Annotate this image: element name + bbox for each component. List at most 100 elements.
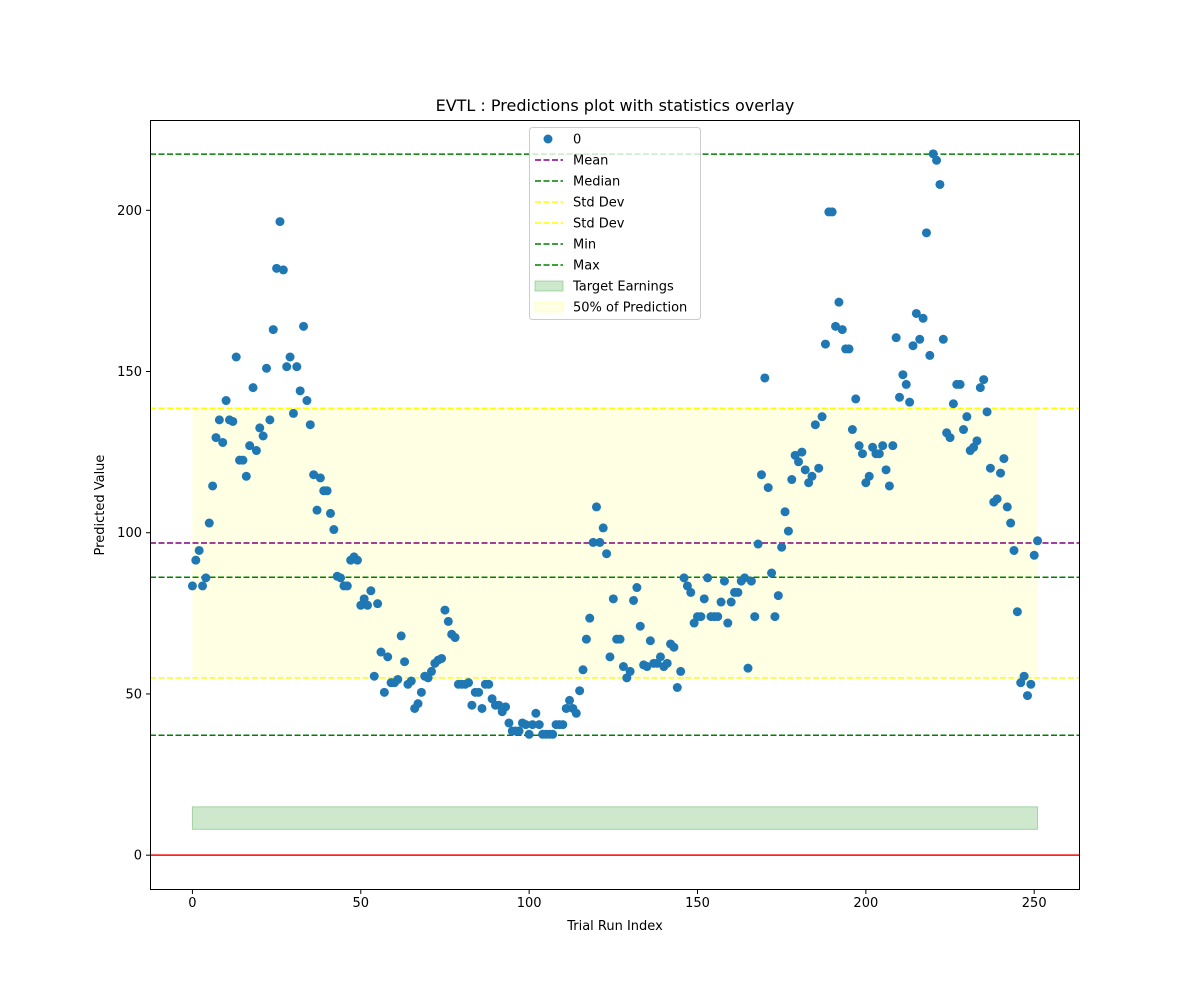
data-point xyxy=(686,587,696,597)
data-point xyxy=(312,505,322,515)
data-point xyxy=(679,573,689,583)
legend-label: Min xyxy=(573,238,596,253)
data-point xyxy=(1006,518,1016,528)
data-point xyxy=(450,633,460,643)
data-point xyxy=(400,657,410,667)
data-point xyxy=(696,612,706,622)
y-tick-label: 100 xyxy=(117,526,142,541)
x-axis-ticks: 0 50 100 150 200 250 xyxy=(188,890,1047,911)
data-point xyxy=(514,726,524,736)
data-point xyxy=(864,471,874,481)
data-point xyxy=(918,313,928,323)
data-point xyxy=(881,465,891,475)
data-point xyxy=(268,325,278,335)
target-earnings-band xyxy=(191,806,1039,830)
data-point xyxy=(699,594,709,604)
data-point xyxy=(908,341,918,351)
y-tick-label: 150 xyxy=(117,365,142,380)
data-point xyxy=(605,652,615,662)
legend-label: 0 xyxy=(573,133,581,148)
data-point xyxy=(214,415,224,425)
data-point xyxy=(982,407,992,417)
data-point xyxy=(760,373,770,383)
legend-patch-swatch xyxy=(534,301,564,313)
data-point xyxy=(878,441,888,451)
chart-title: EVTL : Predictions plot with statistics … xyxy=(436,96,795,115)
data-point xyxy=(874,449,884,459)
data-point xyxy=(315,473,325,483)
data-point xyxy=(807,471,817,481)
data-point xyxy=(770,612,780,622)
data-point xyxy=(504,718,514,728)
x-tick-label: 50 xyxy=(353,896,370,911)
data-point xyxy=(895,392,905,402)
data-point xyxy=(777,542,787,552)
data-point xyxy=(309,470,319,480)
data-point xyxy=(521,720,531,730)
data-point xyxy=(891,333,901,343)
y-tick-label: 200 xyxy=(117,204,142,219)
data-point xyxy=(996,468,1006,478)
data-point xyxy=(265,415,275,425)
legend-label: Std Dev xyxy=(573,196,625,211)
data-point xyxy=(635,621,645,631)
data-point xyxy=(396,631,406,641)
data-point xyxy=(1022,691,1032,701)
legend-label: Target Earnings xyxy=(572,280,674,295)
data-point xyxy=(248,383,258,393)
plot-frame xyxy=(150,120,1080,890)
data-point xyxy=(1026,679,1036,689)
data-point xyxy=(898,370,908,380)
data-point xyxy=(548,729,558,739)
legend-label: Mean xyxy=(573,154,608,169)
data-point xyxy=(258,431,268,441)
data-point xyxy=(618,662,628,672)
data-point xyxy=(854,441,864,451)
data-point xyxy=(228,416,238,426)
data-point xyxy=(204,518,214,528)
data-point xyxy=(972,436,982,446)
data-point xyxy=(581,634,591,644)
data-point xyxy=(827,207,837,217)
bands-layer xyxy=(191,408,1039,830)
data-point xyxy=(329,525,339,535)
data-point xyxy=(935,179,945,189)
data-point xyxy=(851,394,861,404)
data-point xyxy=(716,597,726,607)
data-point xyxy=(528,720,538,730)
data-point xyxy=(1012,607,1022,617)
data-point xyxy=(814,463,824,473)
data-point xyxy=(231,352,241,362)
data-point xyxy=(888,441,898,451)
data-point xyxy=(255,423,265,433)
data-point xyxy=(393,674,403,684)
data-point xyxy=(366,586,376,596)
legend-label: 50% of Prediction xyxy=(573,301,687,316)
legend-label: Max xyxy=(573,259,600,274)
data-point xyxy=(484,679,494,689)
data-point xyxy=(783,526,793,536)
data-point xyxy=(857,449,867,459)
data-point xyxy=(595,537,605,547)
data-point xyxy=(615,634,625,644)
data-point xyxy=(632,583,642,593)
data-point xyxy=(820,339,830,349)
data-point xyxy=(464,678,474,688)
data-point xyxy=(750,612,760,622)
data-point xyxy=(999,454,1009,464)
data-point xyxy=(773,591,783,601)
data-point xyxy=(703,573,713,583)
data-point xyxy=(467,700,477,710)
data-point xyxy=(837,325,847,335)
data-point xyxy=(342,581,352,591)
data-point xyxy=(218,437,228,447)
data-point xyxy=(585,613,595,623)
data-point xyxy=(955,379,965,389)
data-point xyxy=(915,334,925,344)
data-point xyxy=(437,653,447,663)
data-point xyxy=(282,362,292,372)
data-point xyxy=(208,481,218,491)
y-tick-label: 0 xyxy=(134,849,142,864)
data-point xyxy=(325,508,335,518)
data-point xyxy=(292,362,302,372)
